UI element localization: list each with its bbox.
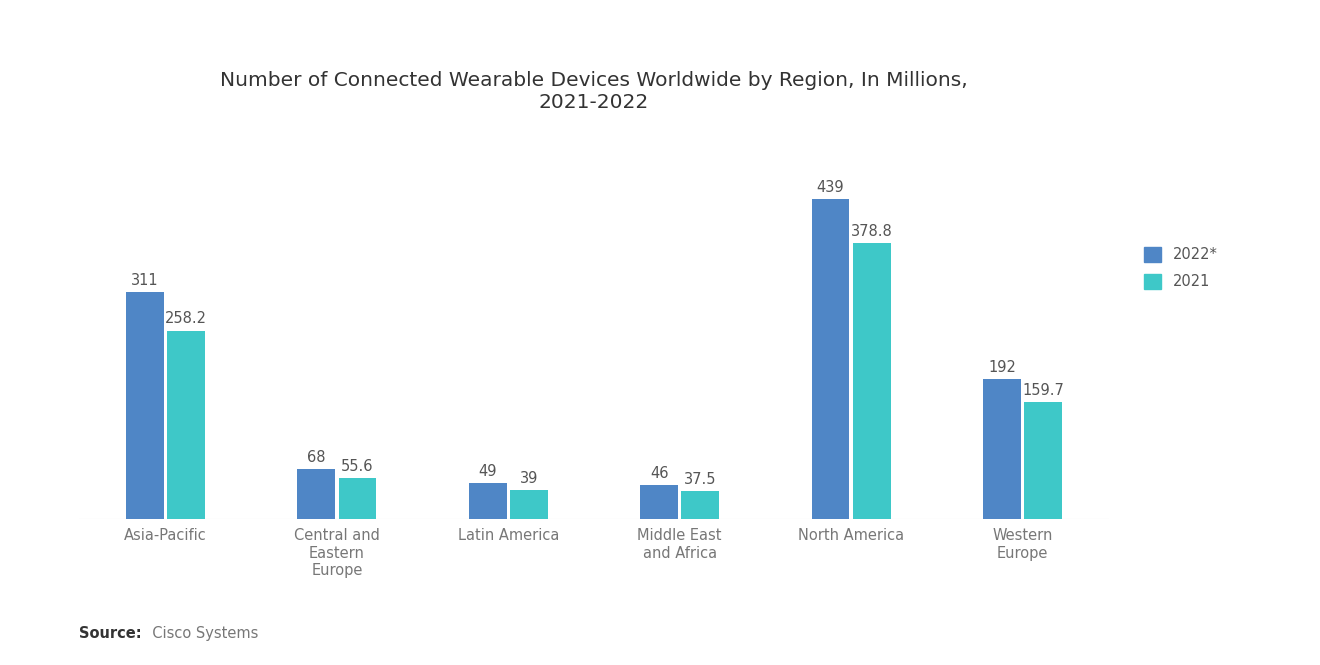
- Bar: [983, 379, 1020, 519]
- Bar: [681, 491, 719, 519]
- Text: 258.2: 258.2: [165, 311, 207, 327]
- Text: 46: 46: [649, 466, 668, 481]
- Legend: 2022*, 2021: 2022*, 2021: [1137, 239, 1225, 297]
- Text: 39: 39: [520, 471, 539, 486]
- Bar: [168, 331, 205, 519]
- Bar: [640, 485, 678, 519]
- Bar: [812, 200, 850, 519]
- Title: Number of Connected Wearable Devices Worldwide by Region, In Millions,
2021-2022: Number of Connected Wearable Devices Wor…: [220, 71, 968, 112]
- Bar: [510, 490, 548, 519]
- Text: 37.5: 37.5: [684, 472, 717, 487]
- Bar: [1024, 402, 1063, 519]
- Text: 49: 49: [478, 464, 496, 479]
- Text: 311: 311: [131, 273, 158, 288]
- Text: Cisco Systems: Cisco Systems: [143, 626, 257, 642]
- Bar: [853, 243, 891, 519]
- Bar: [297, 469, 335, 519]
- Bar: [125, 293, 164, 519]
- Text: Source:: Source:: [79, 626, 141, 642]
- Text: 55.6: 55.6: [341, 459, 374, 474]
- Text: 378.8: 378.8: [851, 223, 892, 239]
- Bar: [338, 478, 376, 519]
- Text: 439: 439: [817, 180, 845, 195]
- Bar: [469, 483, 507, 519]
- Text: 192: 192: [989, 360, 1016, 374]
- Text: 159.7: 159.7: [1022, 383, 1064, 398]
- Text: 68: 68: [308, 450, 326, 465]
